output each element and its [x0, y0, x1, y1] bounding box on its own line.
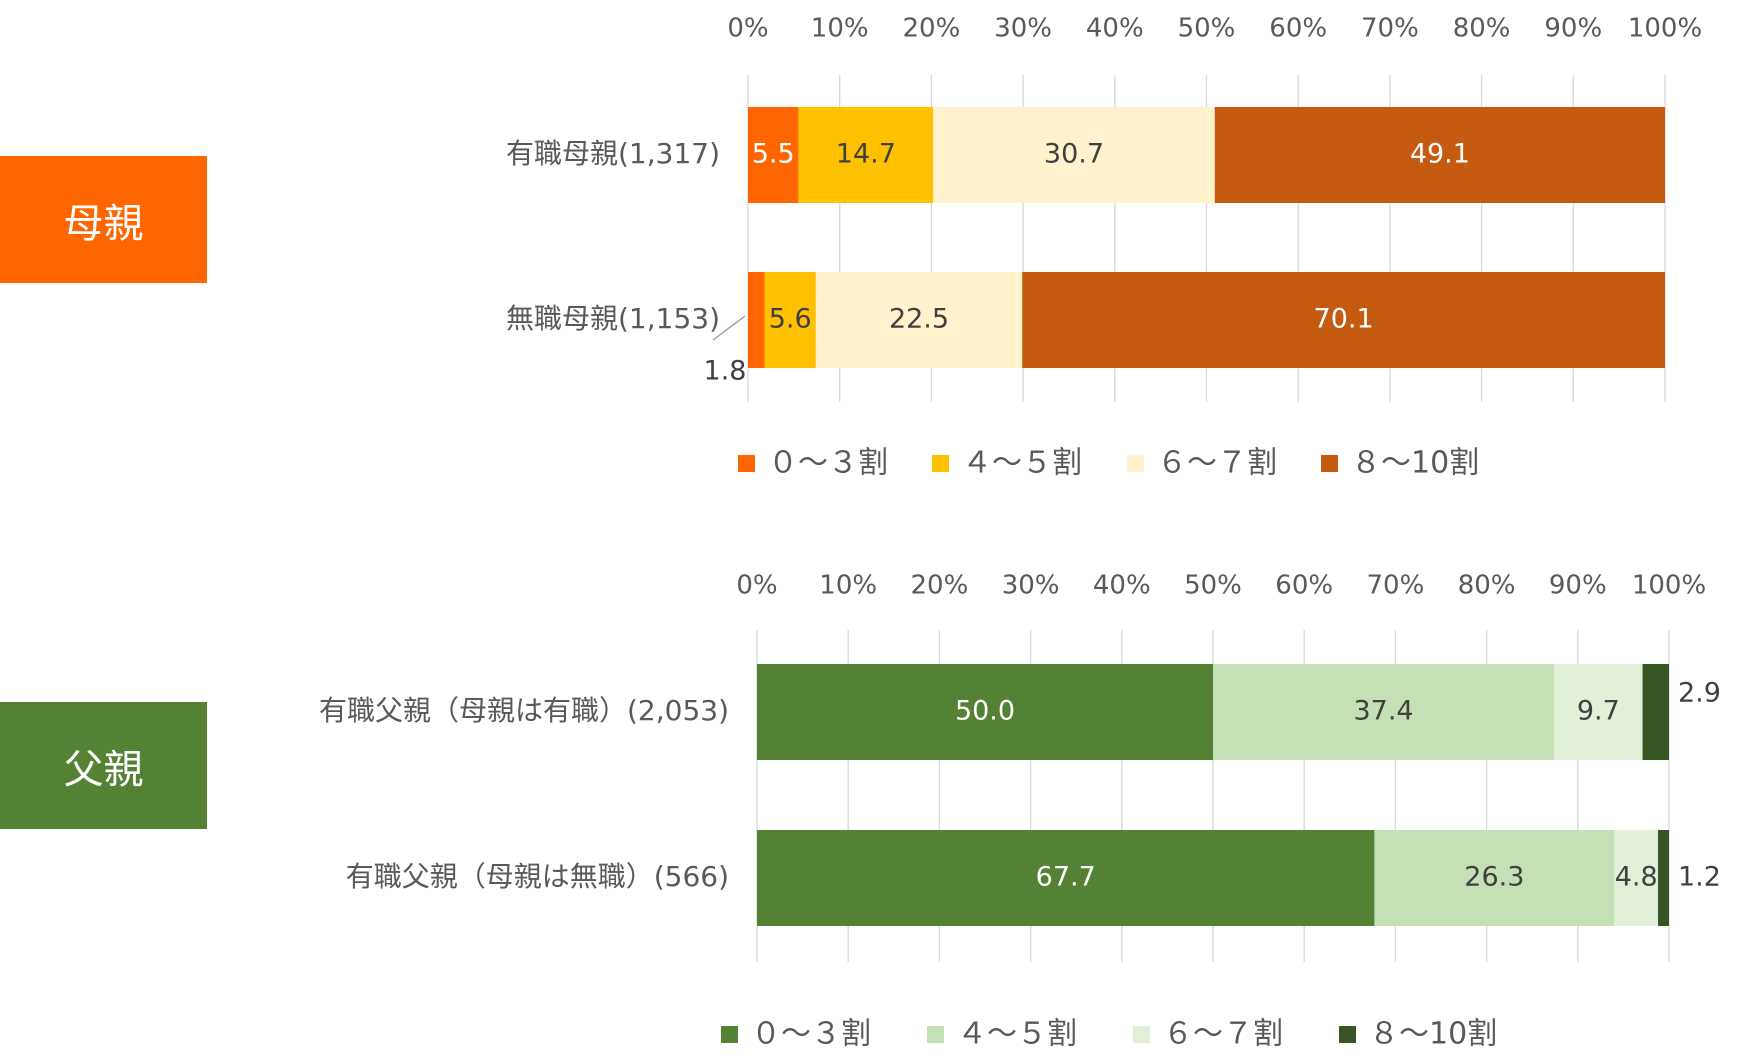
bar-segment — [1374, 830, 1615, 926]
category-label: 有職父親（母親は無職）(566) — [346, 860, 729, 893]
bar-segment — [1022, 272, 1665, 368]
legend-label: ８～10割 — [1369, 1017, 1497, 1052]
legend-swatch — [927, 1026, 944, 1043]
bar-segment — [1642, 664, 1669, 760]
bar-segment — [1554, 664, 1643, 760]
leader-line — [712, 315, 746, 341]
data-label: 4.8 — [1615, 862, 1658, 893]
bar-segment — [757, 830, 1375, 926]
data-label: 37.4 — [1353, 696, 1413, 727]
data-label: 70.1 — [1314, 304, 1374, 335]
tick-label: 70% — [1367, 571, 1425, 601]
data-label: 1.2 — [1678, 862, 1721, 893]
bar-segment — [748, 272, 765, 368]
tick-label: 60% — [1275, 571, 1333, 601]
tick-label: 20% — [903, 14, 961, 44]
bar-segment — [1658, 830, 1669, 926]
legend-label: ６～７割 — [1163, 1017, 1283, 1052]
tick-label: 40% — [1093, 571, 1151, 601]
data-label: 2.9 — [1678, 678, 1721, 709]
tick-label: 10% — [819, 571, 877, 601]
bar-segment — [1213, 664, 1555, 760]
tick-label: 80% — [1453, 14, 1511, 44]
tick-label: 50% — [1178, 14, 1236, 44]
tick-label: 20% — [911, 571, 969, 601]
data-label: 1.8 — [704, 356, 747, 387]
data-label: 26.3 — [1464, 862, 1524, 893]
data-label: 49.1 — [1410, 139, 1470, 170]
tick-label: 50% — [1184, 571, 1242, 601]
category-label: 有職母親(1,317) — [506, 137, 720, 170]
bar-segment — [764, 272, 816, 368]
bar-segment — [933, 107, 1215, 203]
legend-label: ６～７割 — [1157, 446, 1277, 481]
bar-segment — [798, 107, 934, 203]
legend-swatch — [721, 1026, 738, 1043]
legend-swatch — [1339, 1026, 1356, 1043]
tick-label: 0% — [736, 571, 777, 601]
tick-label: 30% — [994, 14, 1052, 44]
tick-label: 60% — [1269, 14, 1327, 44]
data-label: 9.7 — [1577, 696, 1620, 727]
tick-label: 70% — [1361, 14, 1419, 44]
data-label: 30.7 — [1044, 139, 1104, 170]
tick-label: 10% — [811, 14, 869, 44]
data-label: 50.0 — [955, 696, 1015, 727]
bar-segment — [815, 272, 1023, 368]
data-label: 5.6 — [769, 304, 812, 335]
data-label: 14.7 — [836, 139, 896, 170]
bar-segment — [1214, 107, 1665, 203]
legend-swatch — [1127, 455, 1144, 472]
legend-swatch — [932, 455, 949, 472]
legend-swatch — [1321, 455, 1338, 472]
data-label: 67.7 — [1036, 862, 1096, 893]
legend-label: ０～３割 — [751, 1017, 871, 1052]
tick-label: 40% — [1086, 14, 1144, 44]
legend-label: ４～５割 — [962, 446, 1082, 481]
data-label: 5.5 — [752, 139, 795, 170]
mother-section-label: 母親 — [0, 156, 207, 283]
legend-label: ８～10割 — [1351, 446, 1479, 481]
mother-section-text: 母親 — [63, 200, 144, 247]
legend-swatch — [1133, 1026, 1150, 1043]
bar-segment — [1614, 830, 1659, 926]
tick-label: 30% — [1002, 571, 1060, 601]
tick-label: 100% — [1632, 571, 1706, 601]
data-label: 22.5 — [889, 304, 949, 335]
tick-label: 90% — [1544, 14, 1602, 44]
category-label: 無職母親(1,153) — [506, 302, 720, 335]
legend-label: ４～５割 — [957, 1017, 1077, 1052]
legend-label: ０～３割 — [768, 446, 888, 481]
father-section-text: 父親 — [63, 746, 144, 793]
bar-segment — [748, 107, 799, 203]
tick-label: 90% — [1549, 571, 1607, 601]
category-label: 有職父親（母親は有職）(2,053) — [319, 694, 729, 727]
tick-label: 0% — [727, 14, 768, 44]
tick-label: 80% — [1458, 571, 1516, 601]
bar-segment — [757, 664, 1213, 760]
father-section-label: 父親 — [0, 702, 207, 829]
tick-label: 100% — [1628, 14, 1702, 44]
legend-swatch — [738, 455, 755, 472]
